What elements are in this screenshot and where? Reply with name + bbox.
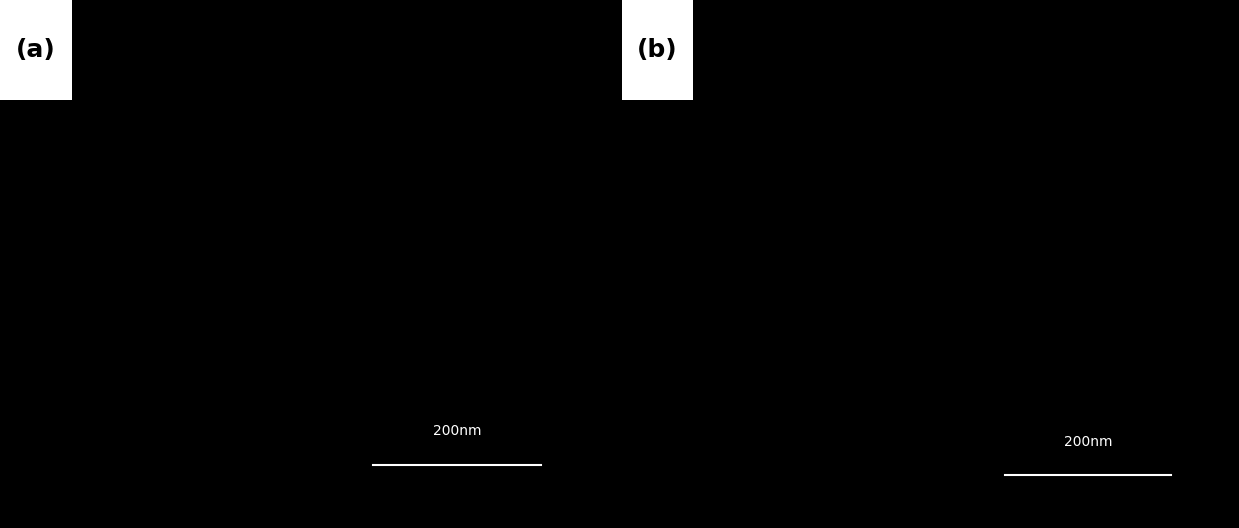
Bar: [0, 0, 72, 100]
Text: 200nm: 200nm: [1063, 435, 1113, 449]
Bar: [622, 0, 693, 100]
Text: (a): (a): [16, 38, 56, 62]
Text: (b): (b): [637, 38, 678, 62]
Text: 200nm: 200nm: [432, 424, 482, 438]
